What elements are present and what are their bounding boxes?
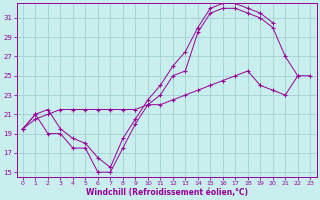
- X-axis label: Windchill (Refroidissement éolien,°C): Windchill (Refroidissement éolien,°C): [85, 188, 248, 197]
